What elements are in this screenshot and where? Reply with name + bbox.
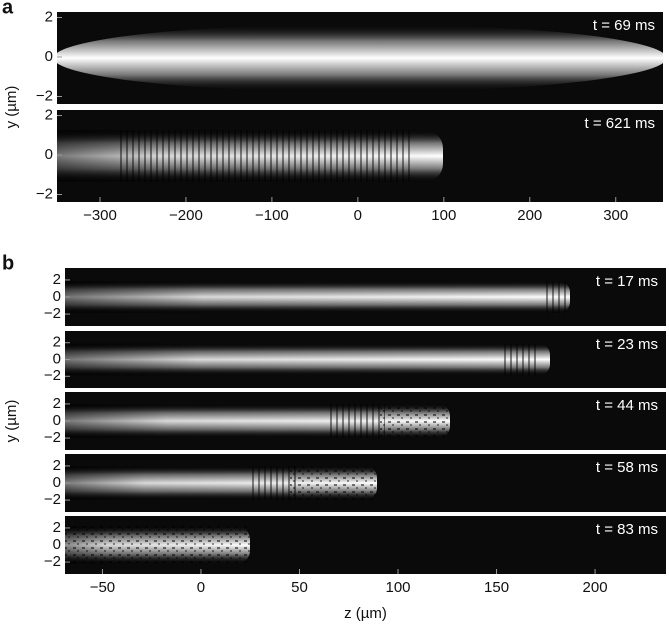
y-tick-label: 0 (53, 536, 61, 553)
y-tick-label: 0 (53, 288, 61, 305)
x-tick-label: −100 (255, 207, 289, 224)
fringes (545, 281, 570, 313)
time-annotation: t = 23 ms (596, 336, 658, 353)
y-tick-label: 0 (45, 146, 53, 163)
y-tick-label: 0 (53, 412, 61, 429)
time-annotation: t = 69 ms (593, 17, 655, 34)
cloud-fade (65, 343, 550, 376)
x-tick-label: 100 (431, 207, 456, 224)
y-tick-label: 2 (45, 8, 53, 25)
y-tick-label: 0 (53, 474, 61, 491)
y-tick-label: −2 (44, 429, 61, 446)
time-annotation: t = 621 ms (585, 115, 655, 132)
x-tick-label: 300 (603, 207, 628, 224)
y-tick-label: −2 (44, 491, 61, 508)
x-axis-label: z (µm) (344, 605, 387, 622)
panel-label: a (2, 0, 14, 18)
y-tick-label: 2 (53, 271, 61, 288)
x-tick-label: 200 (583, 579, 608, 596)
y-tick-label: 2 (53, 457, 61, 474)
panel: t = 58 ms −202 (44, 454, 666, 512)
fringes (120, 130, 410, 182)
y-tick-label: −2 (36, 185, 53, 202)
panel: t = 44 ms −202 (44, 392, 666, 450)
x-tick-label: −300 (83, 207, 117, 224)
panel: t = 621 ms −2 0 2 −300 −200 −100 0 100 200 300 (36, 106, 663, 224)
cloud (57, 130, 443, 182)
x-tick-label: 0 (197, 579, 205, 596)
cloud (65, 466, 377, 500)
x-tick-label: 200 (517, 207, 542, 224)
x-tick-label: 100 (385, 579, 410, 596)
x-tick-label: −50 (90, 579, 115, 596)
fringes (330, 404, 385, 438)
cloud (65, 404, 450, 438)
y-tick-label: 0 (53, 350, 61, 367)
panel: t = 23 ms −202 (44, 331, 666, 388)
y-tick-label: 2 (45, 106, 53, 123)
time-annotation: t = 17 ms (596, 273, 658, 290)
time-annotation: t = 58 ms (596, 459, 658, 476)
speckle (380, 404, 450, 438)
panel-label: b (2, 252, 14, 274)
speckle (65, 526, 250, 564)
y-tick-label: 2 (53, 395, 61, 412)
y-axis-label: y (µm) (3, 86, 20, 129)
speckle (290, 466, 377, 500)
time-annotation: t = 44 ms (596, 397, 658, 414)
x-tick-label: −200 (169, 207, 203, 224)
time-annotation: t = 83 ms (596, 521, 658, 538)
panel: t = 69 ms −2 0 2 a y (µm) (2, 0, 663, 129)
cloud (65, 343, 550, 376)
cloud (65, 281, 570, 313)
y-tick-label: 2 (53, 519, 61, 536)
y-tick-label: 2 (53, 334, 61, 351)
x-tick-label: 0 (354, 207, 362, 224)
y-axis-label: y (µm) (3, 400, 20, 443)
x-tick-label: 50 (291, 579, 308, 596)
fringes (500, 343, 540, 376)
x-tick-label: 150 (484, 579, 509, 596)
y-tick-label: −2 (44, 305, 61, 322)
y-tick-label: −2 (44, 367, 61, 384)
cloud-body (57, 24, 663, 92)
cloud (57, 24, 663, 92)
y-tick-label: −2 (36, 87, 53, 104)
y-tick-label: −2 (44, 553, 61, 570)
cloud (65, 526, 250, 564)
y-tick-label: 0 (45, 48, 53, 65)
cloud-fade (65, 281, 570, 313)
